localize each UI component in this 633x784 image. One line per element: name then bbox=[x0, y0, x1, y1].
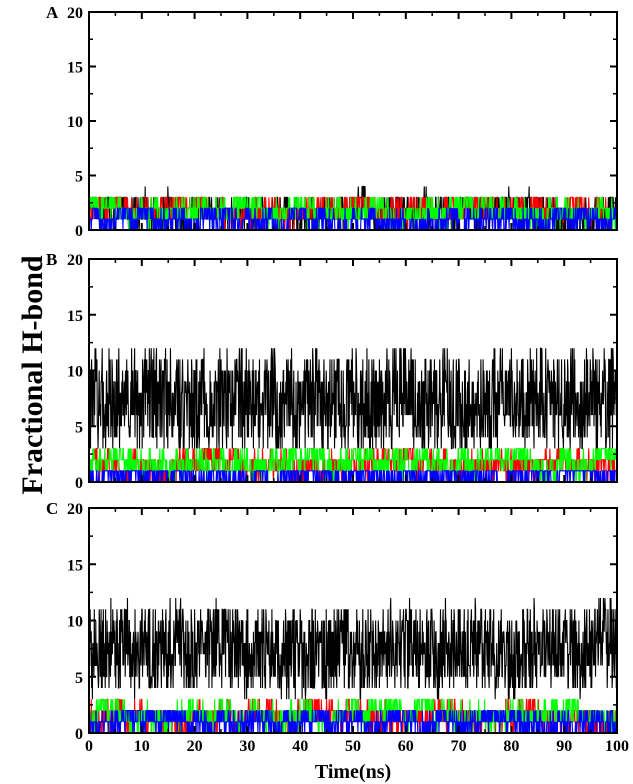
panel-label: C bbox=[46, 499, 58, 518]
series-line-3 bbox=[89, 448, 617, 482]
panel-c: 0 10 20 30 40 50 60 70 80 90 100 0 5 10 15 20 C bbox=[46, 499, 629, 755]
y-tick-label: 10 bbox=[67, 614, 83, 631]
series-line-4 bbox=[89, 470, 617, 482]
series-group bbox=[89, 185, 617, 230]
y-tick-label: 0 bbox=[75, 223, 83, 240]
x-tick-label: 90 bbox=[556, 738, 572, 755]
y-tick-label: 5 bbox=[75, 670, 83, 687]
y-tick-label: 5 bbox=[75, 419, 83, 436]
x-tick-label: 70 bbox=[451, 738, 467, 755]
x-tick-label: 40 bbox=[292, 738, 308, 755]
x-tick-label: 100 bbox=[605, 738, 629, 755]
y-tick-label: 0 bbox=[75, 726, 83, 743]
y-tick-label: 15 bbox=[67, 308, 83, 325]
y-tick-label: 10 bbox=[67, 364, 83, 381]
x-tick-label: 0 bbox=[85, 738, 93, 755]
y-tick-label: 0 bbox=[75, 475, 83, 492]
x-tick-label: 10 bbox=[134, 738, 150, 755]
y-tick-label: 5 bbox=[75, 169, 83, 186]
panel-a: 0 5 10 15 20 A bbox=[46, 3, 618, 240]
y-tick-label: 20 bbox=[67, 252, 83, 269]
x-tick-label: 80 bbox=[503, 738, 519, 755]
y-tick-label: 15 bbox=[67, 557, 83, 574]
series-line-1 bbox=[89, 347, 617, 450]
panel-label: A bbox=[46, 3, 59, 22]
series-line-1 bbox=[89, 597, 617, 700]
series-line-4 bbox=[89, 709, 617, 733]
x-tick-label: 20 bbox=[187, 738, 203, 755]
x-axis-title: Time(ns) bbox=[315, 761, 391, 783]
series-line-4 bbox=[89, 207, 617, 230]
y-tick-label: 10 bbox=[67, 114, 83, 131]
panel-label: B bbox=[46, 250, 57, 269]
series-group bbox=[89, 347, 617, 482]
y-tick-label: 20 bbox=[67, 501, 83, 518]
x-tick-label: 30 bbox=[239, 738, 255, 755]
x-tick-label: 60 bbox=[398, 738, 414, 755]
series-group bbox=[89, 597, 617, 733]
y-tick-label: 15 bbox=[67, 60, 83, 77]
y-axis-title: Fractional H-bond bbox=[16, 255, 49, 494]
y-tick-label: 20 bbox=[67, 5, 83, 22]
x-tick-label: 50 bbox=[345, 738, 361, 755]
panel-b: 0 5 10 15 20 B bbox=[46, 250, 618, 492]
